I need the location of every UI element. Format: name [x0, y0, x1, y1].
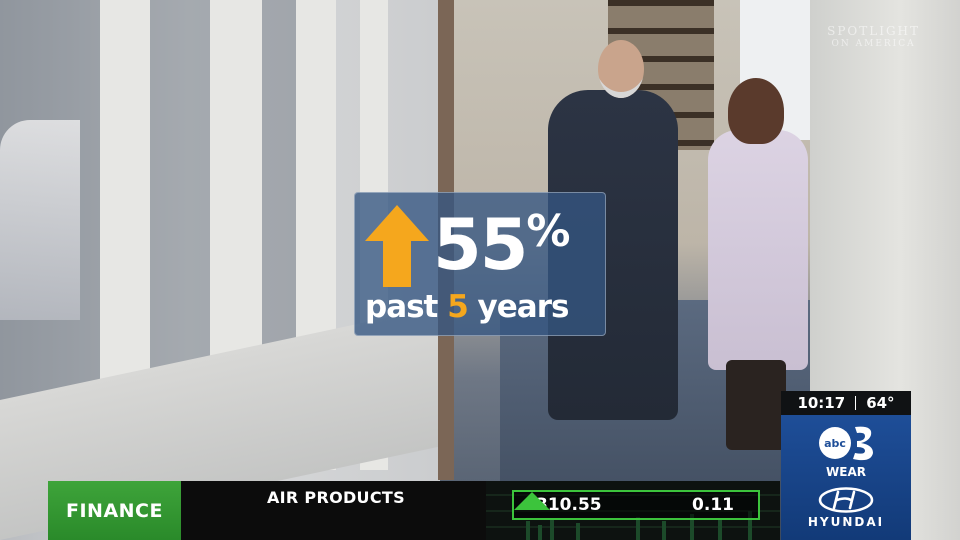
stat-caption-suffix: years: [467, 289, 570, 325]
stat-number: 55: [433, 204, 528, 286]
svg-text:abc: abc: [824, 437, 846, 450]
stat-unit: %: [526, 206, 570, 257]
abc-3-logo: abc: [819, 426, 873, 461]
finance-ticker: FINANCE AIR PRODUCTS 310.55 0.11: [48, 481, 780, 540]
current-temperature: 64°: [866, 394, 895, 412]
man-head: [598, 40, 644, 98]
stat-caption-prefix: past: [365, 289, 448, 325]
station-call-sign: WEAR: [826, 465, 866, 479]
triangle-up-icon: [514, 492, 550, 510]
stock-quote: 310.55 0.11: [512, 490, 760, 520]
stock-price: 310.55: [536, 495, 602, 515]
hyundai-logo: [818, 487, 874, 513]
woman-figure: [708, 130, 808, 370]
window-reflection: [0, 120, 80, 320]
ticker-quote-area: 310.55 0.11: [486, 481, 780, 540]
show-watermark: SPOTLIGHT ON AMERICA: [827, 24, 920, 49]
current-time: 10:17: [797, 394, 846, 412]
watermark-line-2: ON AMERICA: [831, 39, 916, 49]
stat-graphic: 55% past 5 years: [354, 192, 606, 336]
watermark-line-1: SPOTLIGHT: [827, 24, 920, 38]
time-temperature-bar: 10:17 64°: [781, 391, 911, 415]
stock-change: 0.11: [692, 495, 734, 515]
clock-divider: [855, 396, 857, 410]
ticker-section-label: FINANCE: [48, 481, 181, 540]
ticker-company-name: AIR PRODUCTS: [267, 488, 405, 507]
woman-legs: [726, 360, 786, 450]
stat-caption-accent: 5: [447, 289, 469, 325]
ticker-company-area: AIR PRODUCTS: [181, 481, 486, 540]
stat-caption: past 5 years: [365, 289, 570, 325]
sponsor-name: HYUNDAI: [807, 515, 885, 529]
up-arrow-icon: [365, 205, 429, 287]
woman-head: [728, 78, 784, 144]
station-bug: abc WEAR HYUNDAI: [781, 415, 911, 540]
stat-value: 55%: [433, 197, 571, 293]
